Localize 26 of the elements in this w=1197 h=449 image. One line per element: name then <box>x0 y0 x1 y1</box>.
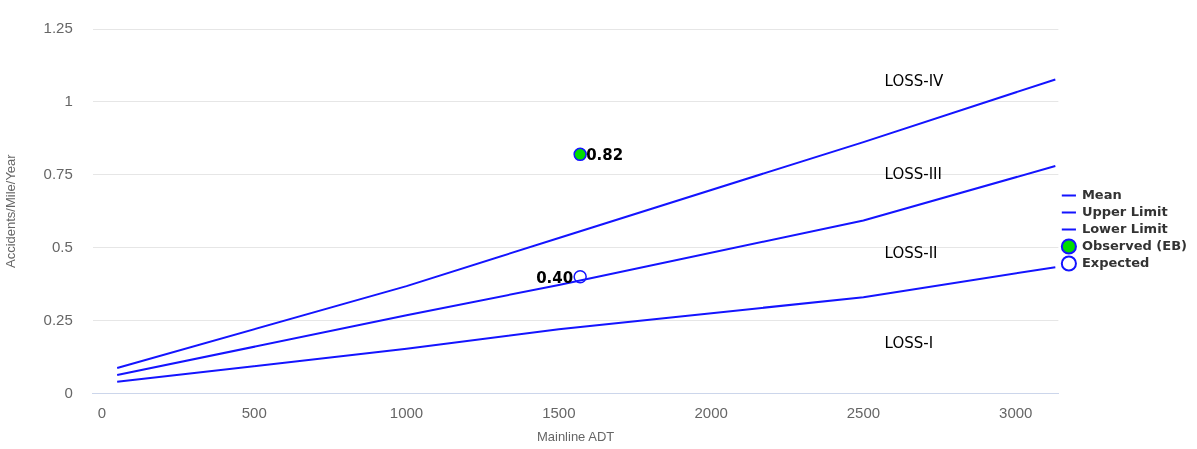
y-tick-label: 1 <box>64 92 73 110</box>
data-label: 0.40 <box>536 268 574 287</box>
y-tick-label: 0 <box>64 383 73 401</box>
data-label: 0.82 <box>586 146 624 165</box>
x-axis-title: Mainline ADT <box>536 428 615 444</box>
x-tick-label: 1000 <box>389 403 424 421</box>
annotation: LOSS-II <box>884 244 938 263</box>
legend-label: Expected <box>1081 254 1150 270</box>
x-tick-label: 2500 <box>846 403 881 421</box>
legend-label: Mean <box>1081 186 1122 202</box>
annotation: LOSS-III <box>884 164 942 183</box>
y-tick-label: 1.25 <box>43 19 73 37</box>
annotation: LOSS-IV <box>884 71 945 90</box>
y-tick-label: 0.25 <box>43 310 73 328</box>
legend-label: Observed (EB) <box>1081 237 1188 253</box>
x-tick-label: 500 <box>241 403 267 421</box>
annotation: LOSS-I <box>884 333 934 352</box>
x-tick-label: 1500 <box>542 403 576 421</box>
x-tick-label: 2000 <box>694 403 728 421</box>
y-tick-label: 0.5 <box>51 237 73 255</box>
legend-label: Upper Limit <box>1081 203 1168 219</box>
y-axis-title: Accidents/Mile/Year <box>3 153 19 269</box>
y-tick-label: 0.75 <box>43 164 73 182</box>
legend-label: Lower Limit <box>1081 220 1168 236</box>
x-tick-label: 0 <box>97 403 107 421</box>
x-tick-label: 3000 <box>999 403 1033 421</box>
